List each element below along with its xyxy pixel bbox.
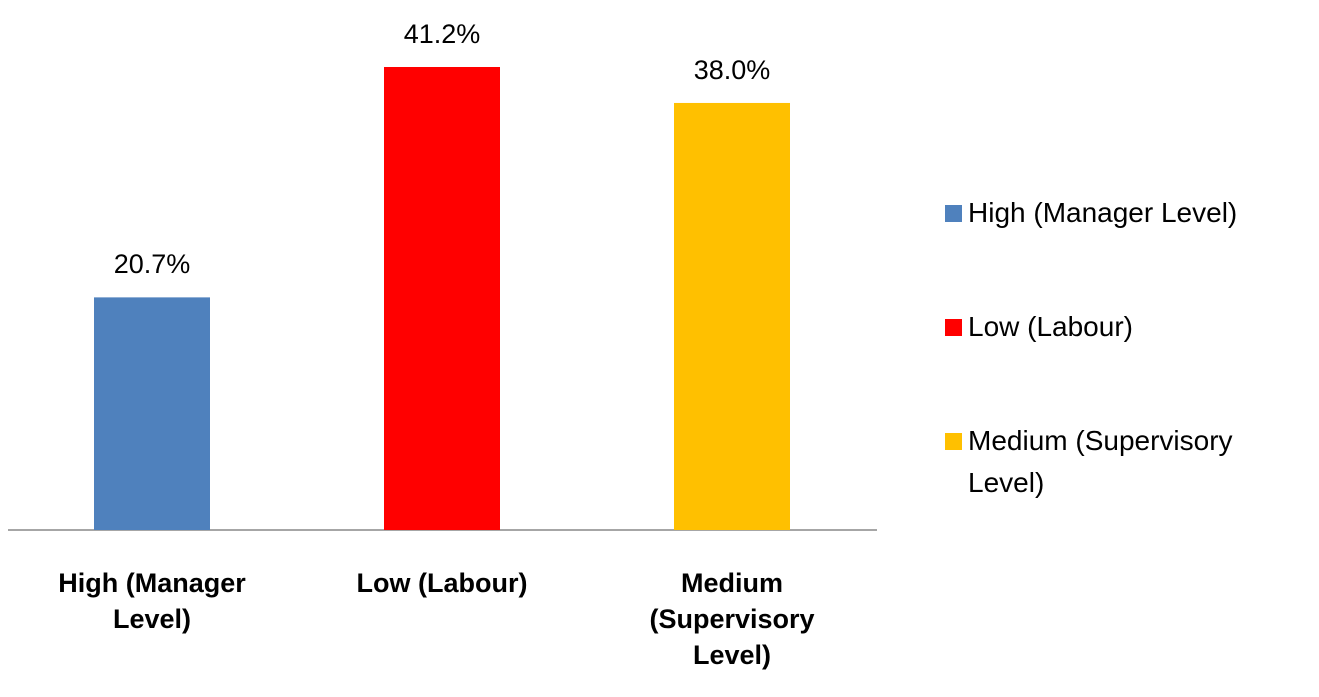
bar xyxy=(674,102,790,530)
bar xyxy=(384,67,500,530)
legend-label: High (Manager Level) xyxy=(968,197,1238,228)
legend-swatch xyxy=(945,205,962,222)
value-label: 41.2% xyxy=(403,19,481,49)
x-tick-label: Medium (Supervisory Level) xyxy=(649,568,815,670)
x-tick-label: Low (Labour) xyxy=(356,568,528,598)
legend-label: Medium (Supervisory Level) xyxy=(968,425,1233,498)
bar xyxy=(94,297,210,530)
x-tick-label: High (Manager Level) xyxy=(58,568,246,634)
legend-swatch xyxy=(945,433,962,450)
value-label: 20.7% xyxy=(113,249,191,280)
legend-label: Low (Labour) xyxy=(968,311,1133,342)
legend-swatch xyxy=(945,319,962,336)
value-label: 38.0% xyxy=(693,54,771,85)
